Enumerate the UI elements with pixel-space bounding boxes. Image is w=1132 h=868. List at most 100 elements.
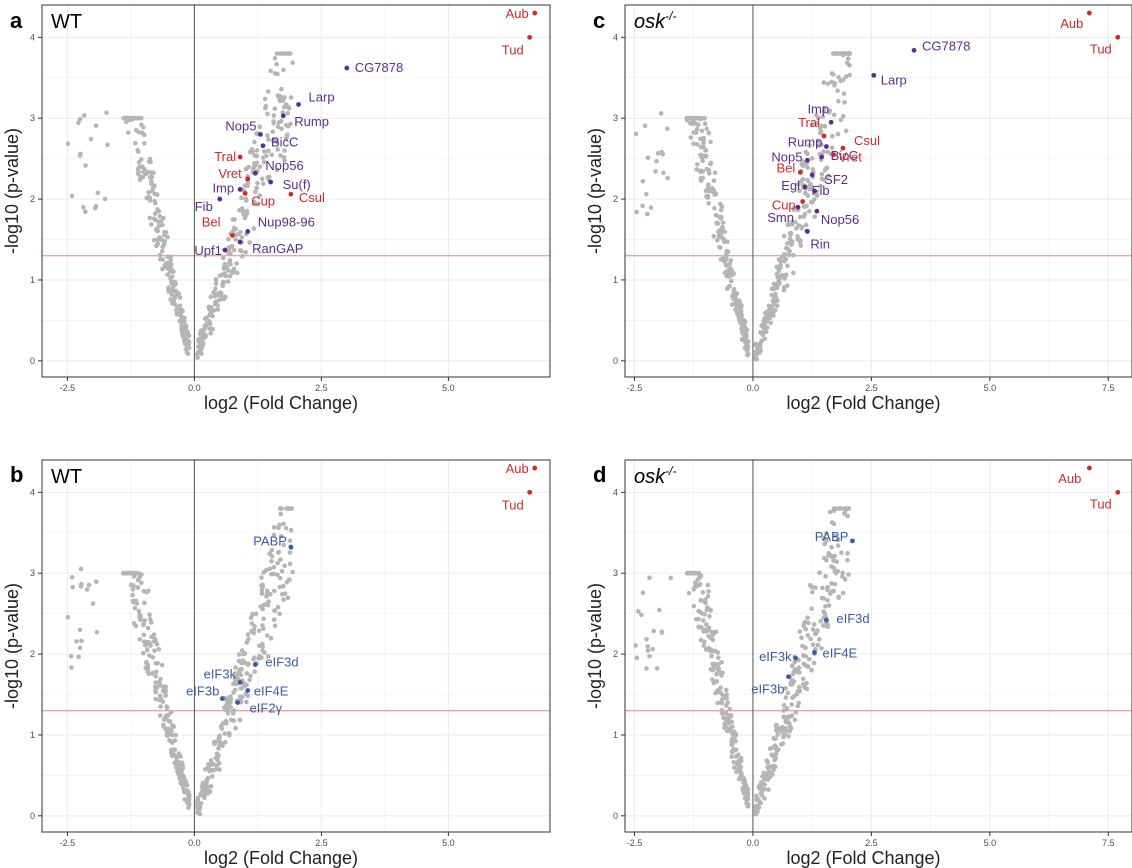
x-axis-title: log2 (Fold Change) [786,393,940,413]
y-tick-label: 2 [613,194,618,204]
data-point [266,148,271,154]
data-point [694,115,700,121]
data-point [160,266,165,272]
data-point [123,119,129,125]
data-point [242,651,248,656]
data-point [800,163,806,169]
data-point [768,320,774,326]
data-point [133,127,139,133]
data-point [719,707,725,713]
data-point [268,636,274,641]
data-point [698,116,703,122]
data-point [183,341,188,347]
data-point [696,570,702,576]
data-point [278,511,284,517]
data-point [836,74,841,80]
data-point [726,267,732,273]
data-point [179,320,184,325]
data-point [814,193,820,198]
data-point [153,673,158,679]
data-point [161,215,166,221]
data-point [765,772,771,777]
data-point [659,629,665,635]
data-point [738,320,744,325]
data-point [277,575,283,581]
highlight-point-CG7878 [344,65,350,71]
data-point [272,70,278,76]
data-point [168,747,174,753]
data-point [797,629,803,634]
data-point [163,688,168,693]
data-point [701,629,706,634]
x-tick-label: 5.0 [442,838,455,848]
data-point [173,281,178,287]
data-point [279,506,284,511]
y-tick-label: 4 [30,32,35,42]
data-point [766,310,772,315]
data-point [152,648,157,654]
data-point [809,122,815,128]
data-point [717,201,723,207]
data-point [706,171,712,176]
data-point [139,580,144,586]
data-point [147,616,153,622]
data-point [698,168,704,173]
data-point [175,769,180,774]
data-point [288,95,294,100]
data-point [218,290,223,295]
data-point [151,237,157,243]
data-point [281,104,287,110]
data-point [695,577,701,582]
data-point [281,67,286,73]
data-point [818,129,824,135]
data-point [805,615,810,620]
data-point [725,270,731,276]
data-point [712,206,717,211]
data-point [785,263,790,269]
highlight-point-BicC [819,154,825,160]
data-point [132,605,138,611]
data-point [272,623,278,629]
data-point [275,550,281,555]
data-point [829,544,834,550]
data-point [199,351,204,356]
data-point [222,264,227,269]
data-point [835,88,840,94]
data-point [233,237,238,242]
highlight-point-Tral [237,154,243,160]
highlight-point-Aub [532,465,538,471]
data-point [837,506,842,511]
data-point [170,286,175,292]
data-point [802,684,807,690]
data-point [819,171,825,177]
data-point [781,258,787,264]
data-point [148,159,153,165]
data-point [157,697,162,703]
x-tick-label: 5.0 [984,838,997,848]
data-point [247,677,252,683]
data-point [79,638,84,644]
highlight-point-Rin [805,229,810,234]
data-point [254,148,260,153]
data-point [845,56,851,61]
data-point [152,684,158,690]
data-point [705,593,711,599]
data-point [839,550,844,556]
data-point [259,176,265,182]
data-point [732,765,737,770]
data-point [213,766,219,772]
data-point [716,661,721,667]
data-point [832,83,837,88]
data-point [257,653,262,659]
data-point [700,590,706,595]
data-point [711,680,717,686]
data-point [645,155,651,161]
data-point [690,115,696,121]
data-point [277,611,282,617]
y-tick-label: 1 [613,275,618,285]
data-point [807,582,813,588]
highlight-point-Aub [532,10,538,16]
data-point [265,133,270,138]
highlight-point-Tud [527,489,533,495]
data-point [644,191,649,197]
